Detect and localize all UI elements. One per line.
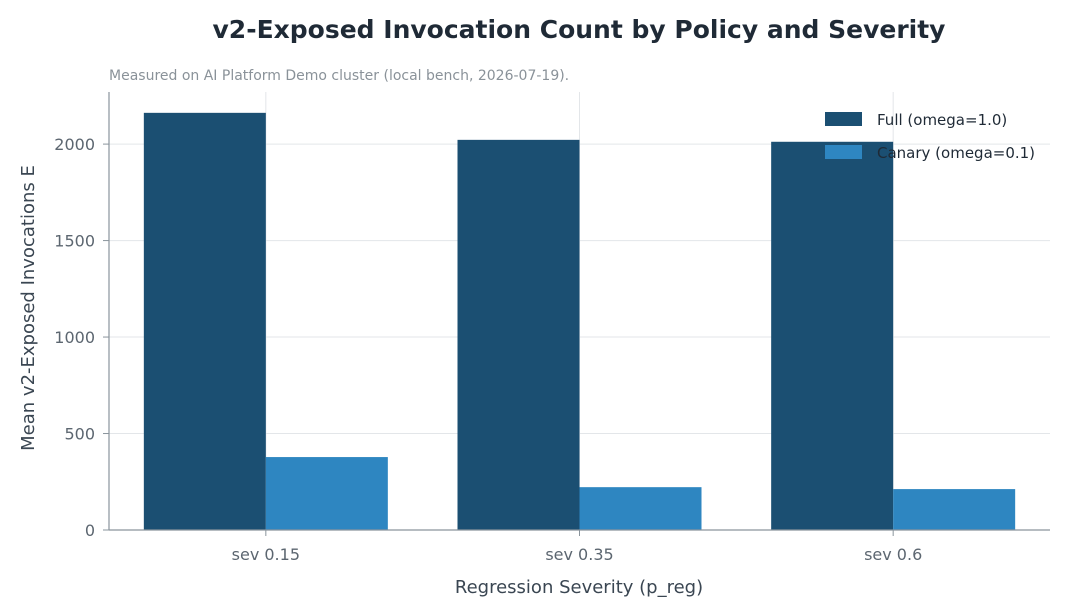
- y-tick-label: 1500: [54, 232, 95, 251]
- ticks-layer: 0 500 1000 1500 2000 sev 0.15 sev 0.35 sev 0.6: [54, 135, 922, 564]
- bars-layer: [143, 112, 1016, 530]
- y-axis-label: Mean v2-Exposed Invocations E: [18, 165, 39, 451]
- bar-full: [457, 139, 580, 530]
- bar-canary: [579, 487, 702, 530]
- y-tick-label: 2000: [54, 135, 95, 154]
- legend-label: Canary (omega=0.1): [877, 144, 1035, 162]
- legend-swatch: [825, 112, 862, 126]
- chart-title: v2-Exposed Invocation Count by Policy an…: [213, 15, 946, 44]
- legend: Full (omega=1.0) Canary (omega=0.1): [825, 111, 1035, 162]
- bar-canary: [265, 457, 388, 530]
- bar-full: [771, 141, 894, 530]
- chart-subtitle: Measured on AI Platform Demo cluster (lo…: [109, 68, 569, 84]
- y-tick-label: 0: [85, 521, 95, 540]
- bar-full: [143, 112, 266, 530]
- x-tick-label: sev 0.6: [864, 545, 922, 564]
- bar-canary: [893, 489, 1016, 530]
- y-tick-label: 1000: [54, 328, 95, 347]
- legend-swatch: [825, 145, 862, 159]
- x-axis-label: Regression Severity (p_reg): [455, 577, 703, 598]
- y-tick-label: 500: [64, 425, 95, 444]
- x-tick-label: sev 0.15: [232, 545, 300, 564]
- legend-label: Full (omega=1.0): [877, 111, 1007, 129]
- x-tick-label: sev 0.35: [545, 545, 613, 564]
